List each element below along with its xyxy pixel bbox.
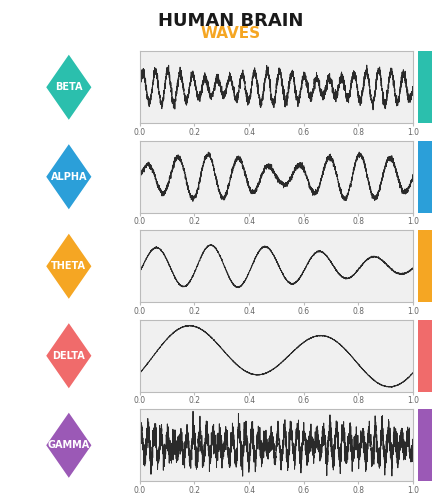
Text: THETA: THETA: [52, 261, 86, 271]
Text: GAMMA: GAMMA: [48, 440, 90, 450]
Text: HUMAN BRAIN: HUMAN BRAIN: [158, 12, 304, 30]
Text: WAVES: WAVES: [201, 26, 261, 41]
Text: ALPHA: ALPHA: [51, 172, 87, 181]
Text: DELTA: DELTA: [52, 350, 85, 360]
Text: BETA: BETA: [55, 82, 83, 92]
